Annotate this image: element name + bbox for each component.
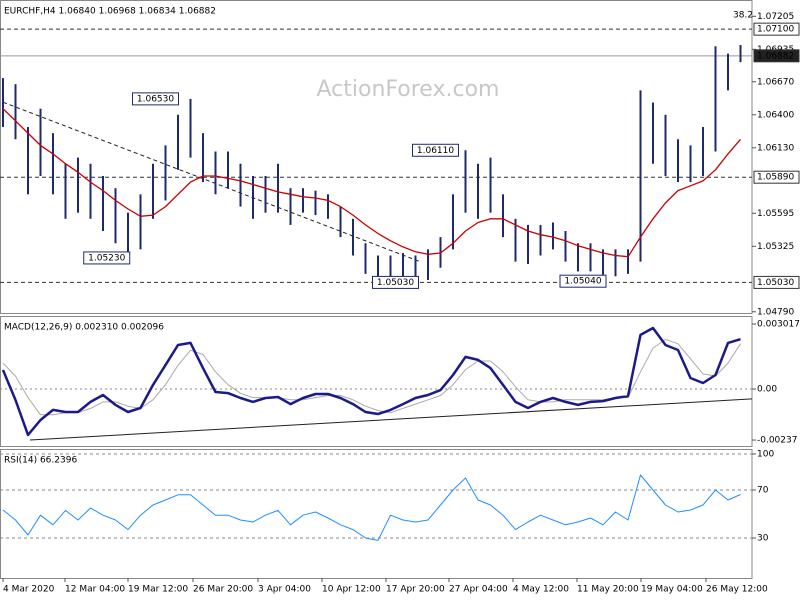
y-tick-label: 1.06130 [757, 143, 794, 153]
trendline [2, 101, 421, 263]
x-tick-label: 4 Mar 2020 [3, 585, 55, 595]
x-tick-label: 4 May 12:00 [513, 585, 569, 595]
level-label: 1.05030 [757, 278, 794, 288]
annotation-label: 1.06110 [417, 146, 454, 156]
y-tick-label: 30 [757, 534, 769, 544]
y-tick-label: 1.07205 [757, 12, 794, 22]
annotation-box [412, 143, 459, 157]
panel-frame [0, 0, 753, 314]
y-tick-label: 100 [757, 449, 774, 459]
x-tick-label: 19 Mar 12:00 [128, 585, 188, 595]
annotation-label: 1.05040 [564, 277, 601, 287]
annotation-box [132, 92, 179, 106]
y-tick-label: 1.05325 [757, 242, 794, 252]
y-tick-label: 0.003017 [757, 320, 800, 330]
annotation-label: 1.05230 [88, 253, 125, 263]
level-box [753, 49, 800, 63]
y-tick-label: 1.06400 [757, 110, 794, 120]
annotation-label: 1.05030 [377, 278, 414, 288]
level-box [753, 275, 800, 289]
x-tick-label: 10 Apr 12:00 [322, 585, 381, 595]
level-label: 1.05890 [757, 173, 794, 183]
y-tick-label: 0.00 [757, 384, 777, 394]
x-tick-label: 19 May 04:00 [641, 585, 703, 595]
x-tick-label: 12 Mar 04:00 [65, 585, 125, 595]
x-tick-label: 27 Apr 04:00 [449, 585, 508, 595]
panel-frame [0, 449, 753, 579]
annotation-label: 1.06530 [137, 94, 174, 104]
panel-frame [0, 316, 753, 447]
level-label: 1.07100 [757, 25, 794, 35]
x-tick-label: 3 Apr 04:00 [258, 585, 311, 595]
annotation-box [83, 251, 131, 265]
annotation-box [372, 275, 419, 289]
series-line [1, 326, 741, 437]
panel-title: EURCHF,H4 1.06840 1.06968 1.06834 1.0688… [4, 7, 216, 17]
x-tick-label: 17 Apr 20:00 [386, 585, 445, 595]
level-box [753, 22, 800, 36]
y-tick-label: -0.00237 [757, 436, 797, 446]
series-line [2, 108, 741, 258]
fib-label: 38.2 [733, 11, 753, 21]
y-tick-label: 70 [757, 485, 769, 495]
series-line [2, 474, 741, 541]
x-tick-label: 26 Mar 20:00 [193, 585, 253, 595]
annotation-box [559, 274, 607, 288]
panel-title: MACD(12,26,9) 0.002310 0.002096 [4, 323, 164, 333]
level-box [753, 170, 800, 184]
x-tick-label: 11 May 20:00 [577, 585, 639, 595]
x-tick-label: 26 May 12:00 [706, 585, 768, 595]
watermark: ActionForex.com [317, 77, 500, 102]
level-label: 1.06882 [757, 51, 794, 61]
panel-title: RSI(14) 66.2396 [4, 456, 77, 466]
trendline [29, 398, 753, 441]
y-tick-label: 1.04790 [757, 307, 794, 317]
y-tick-label: 1.05595 [757, 209, 794, 219]
y-tick-label: 1.06670 [757, 77, 794, 87]
